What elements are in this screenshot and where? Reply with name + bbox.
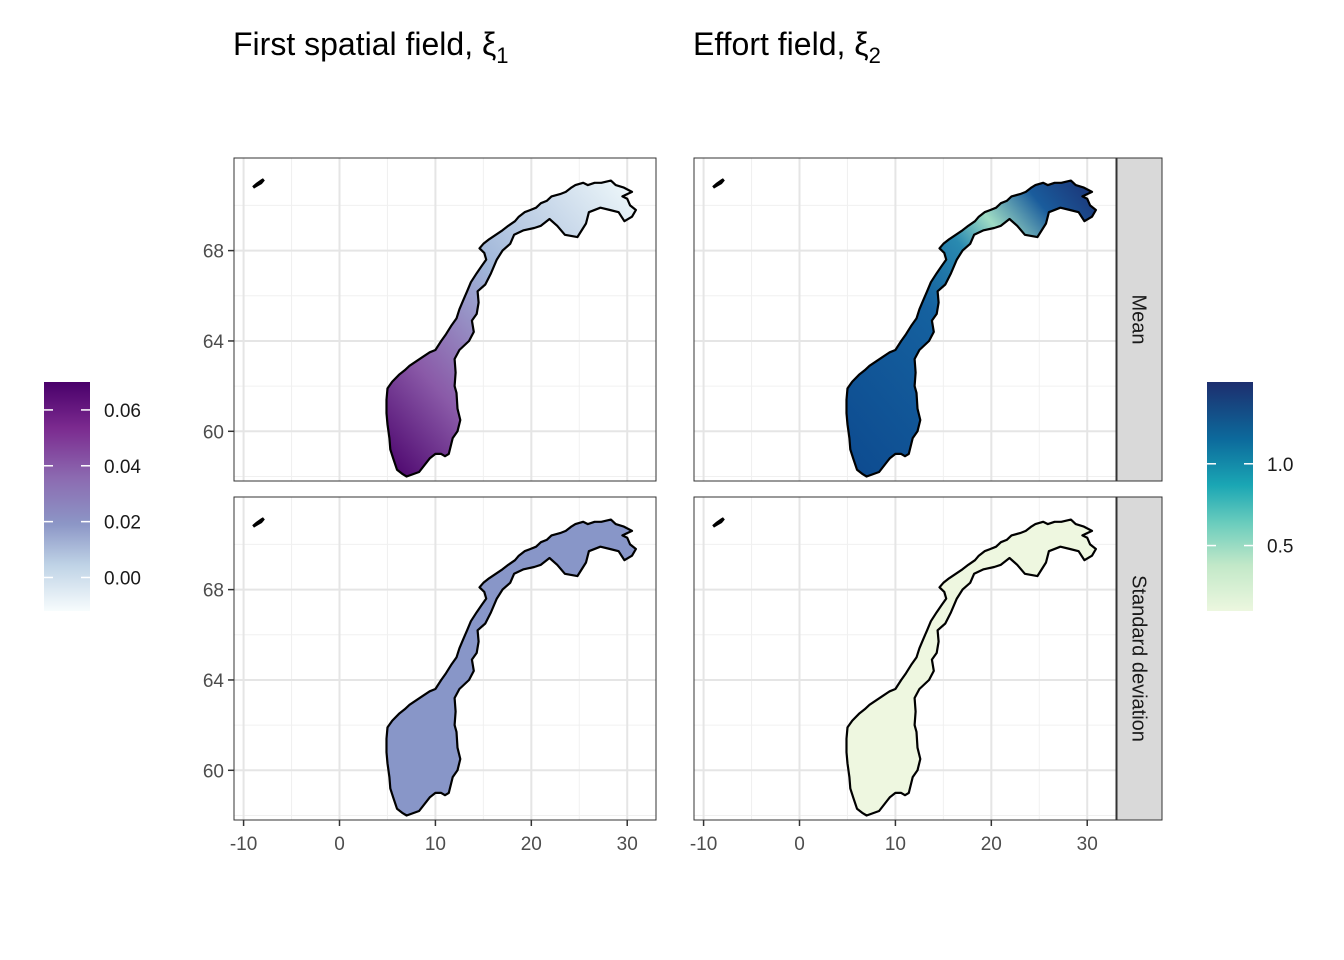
legend-xi2: 1.0 0.5 bbox=[1207, 382, 1293, 611]
x-axis-right: -10 0 10 20 30 bbox=[690, 820, 1098, 855]
legend-label: 0.02 bbox=[104, 513, 141, 534]
norway-shape bbox=[845, 518, 1097, 817]
jan-mayen-shape bbox=[252, 178, 265, 189]
jan-mayen-shape bbox=[252, 517, 265, 528]
panel-xi2-mean bbox=[693, 157, 1117, 482]
norway-shape bbox=[385, 179, 637, 478]
panel-border bbox=[693, 157, 1117, 482]
norway-shape bbox=[845, 179, 1097, 478]
legend-label: 0.5 bbox=[1267, 537, 1293, 558]
x-tick-label: -10 bbox=[230, 834, 257, 855]
x-tick-label: 30 bbox=[617, 834, 638, 855]
svg-text:Standard deviation: Standard deviation bbox=[1128, 575, 1150, 742]
strip-mean: Mean bbox=[1116, 157, 1163, 482]
panel-xi1-sd bbox=[233, 496, 657, 821]
legend-label: 0.04 bbox=[104, 457, 141, 478]
panel-border bbox=[233, 157, 657, 482]
title-left: First spatial field, ξ1 bbox=[233, 26, 509, 68]
norway-shape bbox=[385, 518, 637, 817]
title-right: Effort field, ξ2 bbox=[693, 26, 881, 68]
legend-label: 0.00 bbox=[104, 568, 141, 589]
panel-border bbox=[233, 496, 657, 821]
y-tick-label: 68 bbox=[203, 581, 224, 602]
jan-mayen-shape bbox=[712, 178, 725, 189]
x-tick-label: 0 bbox=[794, 834, 805, 855]
y-tick-label: 60 bbox=[203, 761, 224, 782]
x-tick-label: 10 bbox=[885, 834, 906, 855]
y-axis-top: 68 64 60 bbox=[203, 242, 234, 443]
panel-xi2-sd bbox=[693, 496, 1117, 821]
y-tick-label: 64 bbox=[203, 671, 225, 692]
x-tick-label: -10 bbox=[690, 834, 717, 855]
x-tick-label: 30 bbox=[1077, 834, 1098, 855]
y-axis-bottom: 68 64 60 bbox=[203, 581, 234, 782]
y-tick-label: 68 bbox=[203, 242, 224, 263]
panel-xi1-mean bbox=[233, 157, 657, 482]
y-tick-label: 64 bbox=[203, 332, 225, 353]
legend-label: 1.0 bbox=[1267, 455, 1293, 476]
x-tick-label: 10 bbox=[425, 834, 446, 855]
panel-border bbox=[693, 496, 1117, 821]
x-tick-label: 20 bbox=[521, 834, 542, 855]
svg-text:Mean: Mean bbox=[1128, 294, 1150, 344]
y-tick-label: 60 bbox=[203, 422, 224, 443]
x-tick-label: 0 bbox=[334, 834, 345, 855]
x-axis-left: -10 0 10 20 30 bbox=[230, 820, 638, 855]
legend-xi1: 0.06 0.04 0.02 0.00 bbox=[44, 382, 141, 611]
legend-label: 0.06 bbox=[104, 401, 141, 422]
x-tick-label: 20 bbox=[981, 834, 1002, 855]
jan-mayen-shape bbox=[712, 517, 725, 528]
strip-standard-deviation: Standard deviation bbox=[1116, 496, 1163, 821]
